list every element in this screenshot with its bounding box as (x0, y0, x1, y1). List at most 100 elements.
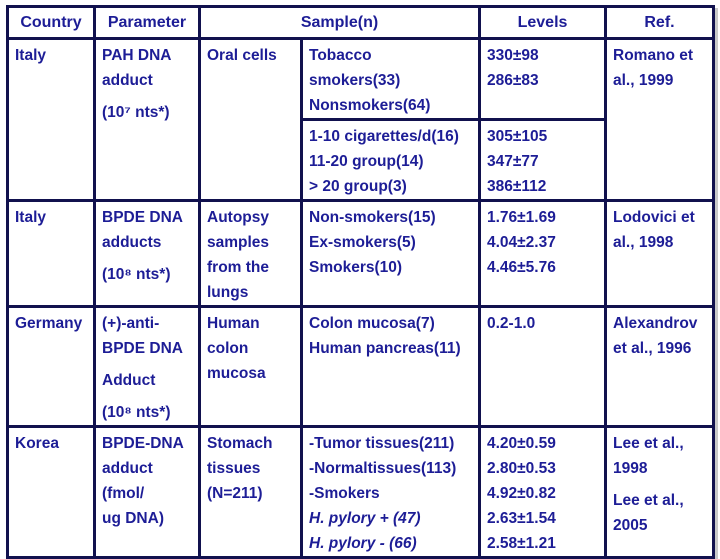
header-row: Country Parameter Sample(n) Levels Ref. (6, 5, 715, 40)
sample-type-line: tissues (207, 460, 261, 477)
sample-line: Non-smokers(15) (309, 209, 436, 226)
levels-cell: 330±98 286±83 (478, 37, 607, 121)
sample-type-line: lungs (207, 284, 249, 301)
ref-cell: Lodovici et al., 1998 (604, 199, 715, 308)
levels-cell: 4.20±0.59 2.80±0.53 4.92±0.82 2.63±1.54 … (478, 425, 607, 559)
level-value: 2.63±1.54 (487, 510, 556, 527)
country-label: Korea (15, 435, 59, 452)
sample-type-line: samples (207, 234, 270, 251)
level-value: 330±98 (487, 47, 539, 64)
sample-type-cell: Human colon mucosa (198, 305, 303, 428)
sample-line: > 20 group(3) (309, 178, 407, 195)
parameter-line: Adduct (102, 372, 156, 389)
ref-cell: Alexandrov et al., 1996 (604, 305, 715, 428)
parameter-cell: (+)-anti- BPDE DNA Adduct (10⁸ nts*) (93, 305, 201, 428)
level-value: 2.80±0.53 (487, 460, 556, 477)
parameter-line: BPDE-DNA (102, 435, 184, 452)
sample-line: Tobacco (309, 47, 372, 64)
sample-detail-cell: -Tumor tissues(211) -Normaltissues(113) … (300, 425, 481, 559)
level-value: 4.20±0.59 (487, 435, 556, 452)
level-value: 347±77 (487, 153, 539, 170)
country-cell: Korea (6, 425, 96, 559)
sample-line-h-pylory-negative: H. pylory - (66) (309, 535, 417, 552)
sample-type-line: mucosa (207, 365, 266, 382)
country-cell: Italy (6, 37, 96, 202)
parameter-line: BPDE DNA (102, 340, 183, 357)
row-italy-bpde: Italy BPDE DNA adducts (10⁸ nts*) Autops… (6, 199, 715, 308)
sample-line: -Smokers (309, 485, 380, 502)
sample-type-line: from the (207, 259, 269, 276)
sample-type-cell: Stomach tissues (N=211) (198, 425, 303, 559)
levels-cell: 305±105 347±77 386±112 (478, 118, 607, 202)
row-korea-bpde: Korea BPDE-DNA adduct (fmol/ ug DNA) Sto… (6, 425, 715, 559)
sample-line: Human pancreas(11) (309, 340, 461, 357)
sample-line: Ex-smokers(5) (309, 234, 416, 251)
sample-line: Colon mucosa(7) (309, 315, 435, 332)
levels-cell: 1.76±1.69 4.04±2.37 4.46±5.76 (478, 199, 607, 308)
level-value: 305±105 (487, 128, 548, 145)
country-cell: Italy (6, 199, 96, 308)
sample-line: -Tumor tissues(211) (309, 435, 455, 452)
row-germany-bpde: Germany (+)-anti- BPDE DNA Adduct (10⁸ n… (6, 305, 715, 428)
sample-line: Smokers(10) (309, 259, 403, 276)
dna-adduct-table: Country Parameter Sample(n) Levels Ref. … (6, 5, 715, 559)
level-value: 4.92±0.82 (487, 485, 556, 502)
parameter-line: BPDE DNA (102, 209, 183, 226)
country-cell: Germany (6, 305, 96, 428)
sample-type-line: colon (207, 340, 249, 357)
ref-line: al., 1998 (613, 234, 674, 251)
parameter-unit-line: (10⁸ nts*) (102, 404, 171, 421)
ref-line: Alexandrov (613, 315, 698, 332)
level-value: 0.2-1.0 (487, 315, 536, 332)
sample-detail-cell: 1-10 cigarettes/d(16) 11-20 group(14) > … (300, 118, 481, 202)
header-sample: Sample(n) (198, 5, 481, 40)
parameter-unit-line: (fmol/ (102, 485, 145, 502)
parameter-line: adduct (102, 460, 153, 477)
sample-type-line: (N=211) (207, 485, 263, 502)
sample-line-h-pylory-positive: H. pylory + (47) (309, 510, 421, 527)
sample-line: smokers(33) (309, 72, 401, 89)
parameter-line: adducts (102, 234, 162, 251)
ref-line: et al., 1996 (613, 340, 692, 357)
header-levels: Levels (478, 5, 607, 40)
sample-line: 1-10 cigarettes/d(16) (309, 128, 459, 145)
ref-line: Lodovici et (613, 209, 695, 226)
sample-line: -Normaltissues(113) (309, 460, 457, 477)
header-country: Country (6, 5, 96, 40)
ref-line: Lee et al., (613, 435, 684, 452)
level-value: 286±83 (487, 72, 539, 89)
sample-detail-cell: Colon mucosa(7) Human pancreas(11) (300, 305, 481, 428)
sample-line: 11-20 group(14) (309, 153, 424, 170)
sample-detail-cell: Non-smokers(15) Ex-smokers(5) Smokers(10… (300, 199, 481, 308)
country-label: Germany (15, 315, 83, 332)
level-value: 4.04±2.37 (487, 234, 556, 251)
level-value: 4.46±5.76 (487, 259, 556, 276)
level-value: 386±112 (487, 178, 547, 195)
parameter-cell: BPDE DNA adducts (10⁸ nts*) (93, 199, 201, 308)
ref-cell: Lee et al., 1998 Lee et al., 2005 (604, 425, 715, 559)
country-label: Italy (15, 209, 47, 226)
level-value: 2.58±1.21 (487, 535, 556, 552)
levels-cell: 0.2-1.0 (478, 305, 607, 428)
parameter-unit-line: (10⁸ nts*) (102, 266, 171, 283)
sample-detail-cell: Tobacco smokers(33) Nonsmokers(64) (300, 37, 481, 121)
row-italy-pah-subrow-smokers: Italy PAH DNA adduct (10⁷ nts*) Oral cel… (6, 37, 715, 202)
ref-line: Lee et al., (613, 492, 684, 509)
parameter-line: adduct (102, 72, 153, 89)
sample-type-line: Human (207, 315, 260, 332)
row-italy-pah-subrow-cigarettes: 1-10 cigarettes/d(16) 11-20 group(14) > … (8, 118, 714, 202)
sample-type-cell: Oral cells (198, 37, 303, 202)
parameter-unit-line: (10⁷ nts*) (102, 104, 170, 121)
ref-line: Romano et (613, 47, 694, 64)
sample-type-line: Autopsy (207, 209, 269, 226)
header-ref: Ref. (604, 5, 715, 40)
ref-cell: Romano et al., 1999 (604, 37, 715, 202)
sample-type-line: Stomach (207, 435, 273, 452)
ref-line: 1998 (613, 460, 648, 477)
ref-line: 2005 (613, 517, 648, 534)
parameter-unit-line: ug DNA) (102, 510, 164, 527)
ref-line: al., 1999 (613, 72, 674, 89)
parameter-line: (+)-anti- (102, 315, 160, 332)
level-value: 1.76±1.69 (487, 209, 556, 226)
header-parameter: Parameter (93, 5, 201, 40)
